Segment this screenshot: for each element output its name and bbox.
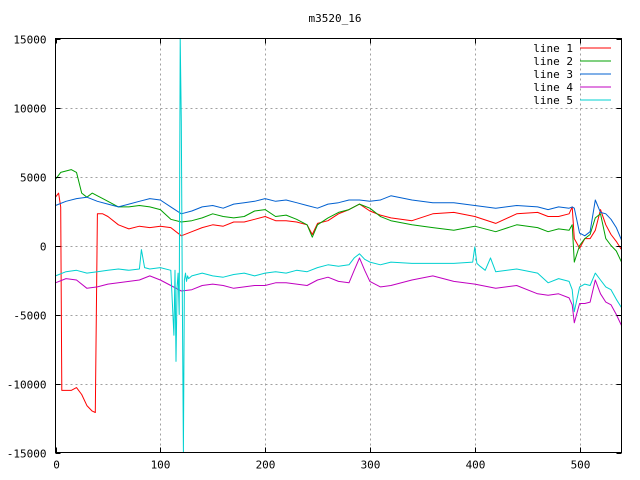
series-line-1 [55, 192, 622, 413]
y-tick-label: 15000 [13, 34, 46, 47]
x-tick-label: 400 [466, 459, 486, 472]
y-axis-ticks: -15000 -10000 -5000 0 5000 10000 15000 [7, 34, 622, 461]
y-tick-label: 0 [40, 241, 47, 254]
x-tick-label: 100 [151, 459, 171, 472]
series-lines [55, 38, 622, 453]
y-tick-label: -5000 [13, 310, 46, 323]
legend-label-2: line 2 [533, 55, 573, 68]
legend-label-3: line 3 [533, 68, 573, 81]
x-tick-label: 200 [256, 459, 276, 472]
series-line-2 [55, 169, 622, 263]
y-tick-label: -15000 [7, 448, 47, 461]
y-tick-label: 10000 [13, 103, 46, 116]
grid-lines [55, 38, 622, 453]
x-tick-label: 500 [571, 459, 591, 472]
legend-label-4: line 4 [533, 81, 573, 94]
plot-frame [55, 38, 622, 453]
legend-label-5: line 5 [533, 94, 573, 107]
y-tick-label: 5000 [20, 172, 47, 185]
chart-title: m3520_16 [309, 12, 362, 25]
legend-label-1: line 1 [533, 42, 573, 55]
series-line-3 [55, 195, 622, 241]
series-line-4 [55, 257, 622, 326]
x-axis-ticks: 0 100 200 300 400 500 [53, 38, 591, 472]
y-tick-label: -10000 [7, 379, 47, 392]
series-line-5 [55, 38, 622, 453]
x-tick-label: 300 [361, 459, 381, 472]
x-tick-label: 0 [53, 459, 60, 472]
